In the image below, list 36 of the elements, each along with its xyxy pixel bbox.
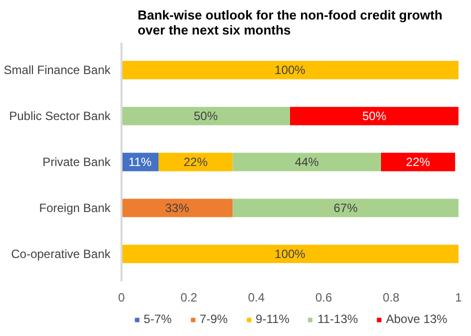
data-label: 11% [128, 155, 152, 169]
x-tick-label: 0.6 [315, 290, 332, 304]
data-label: 22% [184, 155, 208, 169]
bar [290, 106, 458, 126]
bar [122, 106, 290, 126]
y-tick-label: Foreign Bank [39, 200, 112, 215]
y-tick-label: Co-operative Bank [11, 246, 112, 261]
x-tick-label: 1 [455, 290, 462, 304]
bar [122, 244, 458, 264]
data-label: 33% [165, 200, 190, 215]
legend-label: Above 13% [386, 312, 448, 326]
chart-title: Bank-wise outlook for the non-food credit growth over the next six months [138, 8, 442, 38]
y-tick-label: Public Sector Bank [9, 109, 112, 124]
x-tick-label: 0 [118, 290, 126, 304]
x-tick-label: 0.4 [248, 290, 265, 304]
bar [380, 152, 456, 172]
x-tick-label: 0.8 [382, 290, 400, 304]
x-tick-label: 0.2 [180, 290, 198, 304]
y-tick-label: Private Bank [42, 155, 112, 169]
bar [232, 198, 458, 218]
bar [122, 60, 458, 80]
legend-label: 7-9% [200, 312, 228, 326]
data-label: 100% [274, 246, 306, 261]
bar [122, 198, 233, 218]
y-tick-label: Small Finance Bank [4, 63, 112, 78]
data-label: 67% [334, 200, 358, 215]
legend-label: 11-13% [317, 312, 358, 326]
bar [158, 152, 233, 172]
legend-label: 9-11% [256, 312, 290, 326]
data-label: 44% [294, 155, 320, 169]
data-label: 22% [406, 155, 430, 169]
legend-label: 5-7% [144, 312, 172, 326]
data-label: 100% [274, 63, 306, 78]
data-label: 50% [362, 109, 387, 124]
data-label: 50% [194, 109, 218, 124]
bar [232, 152, 381, 172]
